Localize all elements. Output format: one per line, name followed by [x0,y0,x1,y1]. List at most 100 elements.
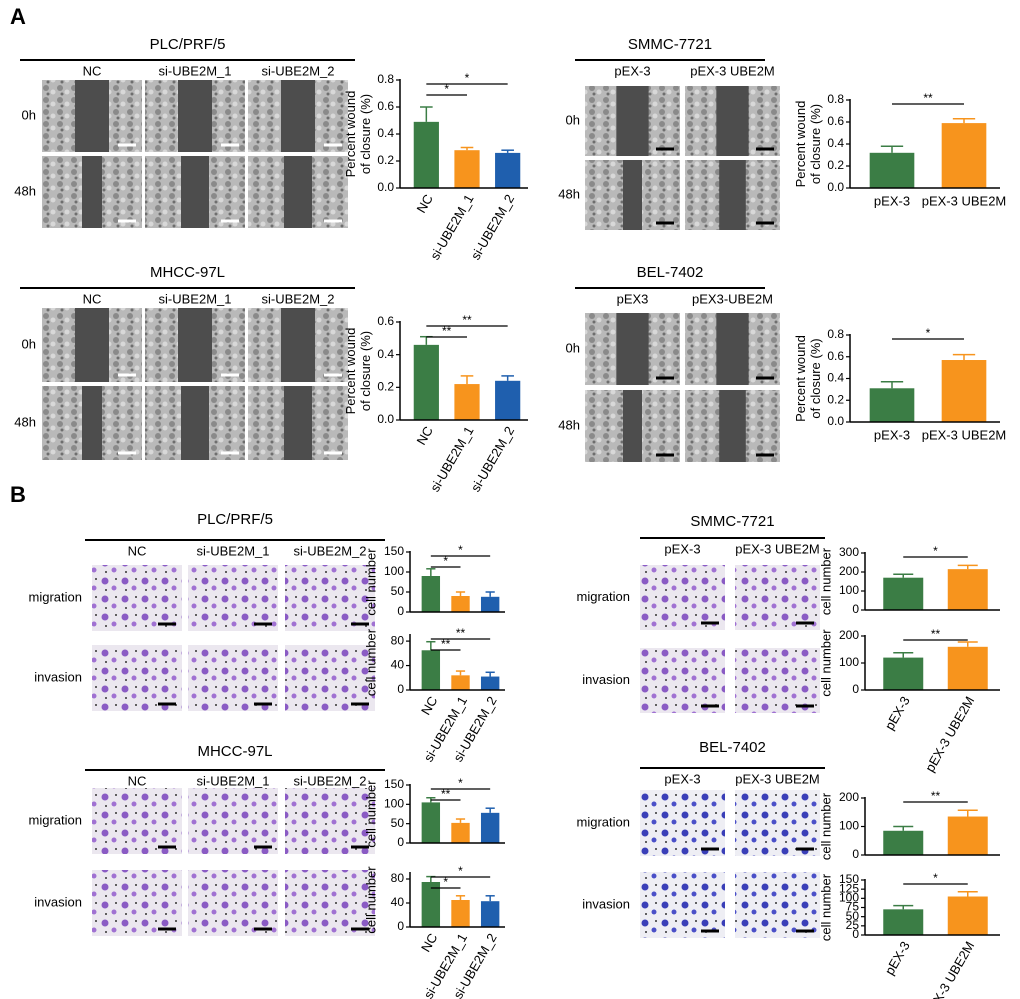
column-label: NC [83,63,102,78]
y-tick-label: 40 [391,895,405,909]
y-tick-label: 100 [384,797,404,811]
y-axis-label: of closure (%) [808,338,823,418]
bar [480,812,500,843]
y-tick-label: 200 [839,564,859,578]
micrograph [735,872,820,938]
x-tick-label: pEX-3 UBE2M [922,427,1007,442]
y-tick-label: 150 [384,544,404,558]
y-tick-label: 0.2 [827,392,844,406]
micrograph [285,788,375,854]
group-title: PLC/PRF/5 [197,511,273,528]
column-label: si-UBE2M_1 [197,543,270,558]
micrograph [188,788,278,854]
group-title: BEL-7402 [637,264,704,281]
wound-gap [181,386,209,460]
y-tick-label: 0.0 [827,414,844,428]
wound-gap [623,160,642,230]
wound-gap [284,156,312,228]
y-tick-label: 0.6 [827,349,844,363]
x-tick-label: pEX-3 UBE2M [922,939,977,999]
y-axis-label: Percent wound [793,101,808,188]
y-tick-label: 50 [846,909,860,923]
column-label: si-UBE2M_2 [262,291,335,306]
x-tick-label: pEX-3 UBE2M [922,694,977,775]
column-label: pEX-3 [664,541,700,556]
y-tick-label: 0 [852,682,859,696]
y-tick-label: 0.0 [827,180,844,194]
y-tick-label: 0.6 [827,114,844,128]
wound-gap [281,308,315,382]
bar [480,596,500,612]
column-label: si-UBE2M_2 [294,773,367,788]
x-tick-label: si-UBE2M_2 [468,424,517,495]
column-label: pEX3-UBE2M [692,291,773,306]
x-tick-label: NC [418,931,440,955]
y-tick-label: 0.2 [377,380,394,394]
micrograph [92,645,182,711]
y-tick-label: 0.2 [377,153,394,167]
significance-label: ** [441,637,451,651]
wound-gap [75,80,109,152]
significance-label: ** [456,626,466,640]
y-axis-label: cell number [818,629,833,697]
x-tick-label: si-UBE2M_2 [468,192,517,263]
y-axis-label: Percent wound [343,328,358,415]
bar [421,576,441,612]
micrograph [285,645,375,711]
micrograph [92,870,182,936]
y-tick-label: 40 [391,658,405,672]
y-tick-label: 100 [839,891,859,905]
column-label: NC [128,543,147,558]
x-tick-label: NC [414,192,436,216]
y-tick-label: 0.8 [377,72,394,86]
bar [454,150,480,188]
x-tick-label: pEX-3 [874,193,910,208]
y-tick-label: 200 [839,790,859,804]
micrograph [188,870,278,936]
bar [883,830,924,855]
y-axis-label: cell number [363,548,378,616]
group-title: SMMC-7721 [628,36,712,53]
bar [451,675,470,690]
significance-label: ** [442,324,452,338]
wound-gap [716,313,749,385]
micrograph [285,870,375,936]
row-label: 48h [14,414,36,429]
group-title: BEL-7402 [699,739,766,756]
y-tick-label: 0.6 [377,99,394,113]
row-label: 48h [14,183,36,198]
y-tick-label: 0.8 [827,327,844,341]
column-label: pEX-3 [614,63,650,78]
micrograph [735,565,820,630]
wound-gap [178,308,212,382]
x-tick-label: NC [418,694,440,718]
bar [869,388,915,422]
bar [947,896,988,935]
column-label: pEX-3 UBE2M [690,63,775,78]
row-label: 48h [558,186,580,201]
y-tick-label: 0.4 [827,136,844,150]
y-tick-label: 0.4 [827,371,844,385]
micrograph [640,648,725,713]
y-tick-label: 0.6 [377,314,394,328]
y-tick-label: 100 [839,655,859,669]
y-axis-label: cell number [818,792,833,860]
y-axis-label: of closure (%) [358,331,373,411]
significance-label: ** [923,91,933,105]
row-label: migration [29,812,82,827]
significance-label: ** [931,627,941,641]
y-tick-label: 0.0 [377,180,394,194]
significance-label: * [443,554,448,568]
y-tick-label: 0.2 [827,158,844,172]
y-axis-label: Percent wound [343,91,358,178]
row-label: 48h [558,417,580,432]
micrograph [640,565,725,630]
column-label: NC [128,773,147,788]
bar [495,380,521,420]
x-tick-label: NC [414,424,436,448]
y-tick-label: 125 [839,881,859,895]
bar [451,596,470,612]
y-tick-label: 100 [839,819,859,833]
wound-gap [623,390,642,462]
wound-gap [82,156,102,228]
